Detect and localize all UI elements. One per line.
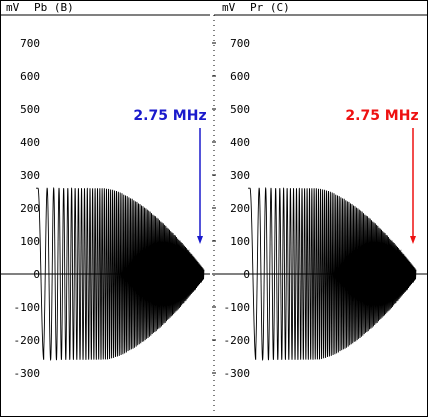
y-tick-label: 200 [230,202,250,215]
y-tick-labels: 7006005004003002001000-100-200-300 [212,37,250,380]
y-tick-label: 500 [230,103,250,116]
y-tick-label: 600 [20,70,40,83]
frequency-annotation: 2.75 MHz [345,108,419,244]
chart-panel-pb: mV Pb (B) 7006005004003002001000-100-200… [0,1,216,380]
chart-panel-pr: mV Pr (C) 7006005004003002001000-100-200… [212,1,428,380]
y-tick-label: -300 [224,367,251,380]
y-tick-label: 400 [230,136,250,149]
frequency-label: 2.75 MHz [133,108,206,124]
chart-title: Pb (B) [34,1,74,14]
unit-label: mV [222,1,236,14]
y-tick-label: 300 [20,169,40,182]
y-tick-label: 500 [20,103,40,116]
frequency-label: 2.75 MHz [345,108,418,124]
y-tick-label: -200 [14,334,41,347]
frequency-annotation: 2.75 MHz [133,108,207,244]
y-tick-label: 700 [20,37,40,50]
signal-line [248,186,417,362]
y-tick-label: 300 [230,169,250,182]
y-tick-label: -200 [224,334,251,347]
y-tick-label: 400 [20,136,40,149]
chart-title: Pr (C) [250,1,290,14]
y-tick-label: 600 [230,70,250,83]
signal-line [36,186,205,362]
waveform-trace [36,186,205,362]
y-tick-label: 100 [20,235,40,248]
annotation-arrow-head [410,236,416,244]
unit-label: mV [6,1,20,14]
y-tick-label: -100 [14,301,41,314]
y-tick-label: 700 [230,37,250,50]
waveform-trace [248,186,417,362]
y-tick-label: 100 [230,235,250,248]
y-tick-label: -300 [14,367,41,380]
y-tick-label: -100 [224,301,251,314]
y-tick-label: 200 [20,202,40,215]
y-tick-labels: 7006005004003002001000-100-200-300 [14,37,216,380]
annotation-arrow-head [197,236,203,244]
